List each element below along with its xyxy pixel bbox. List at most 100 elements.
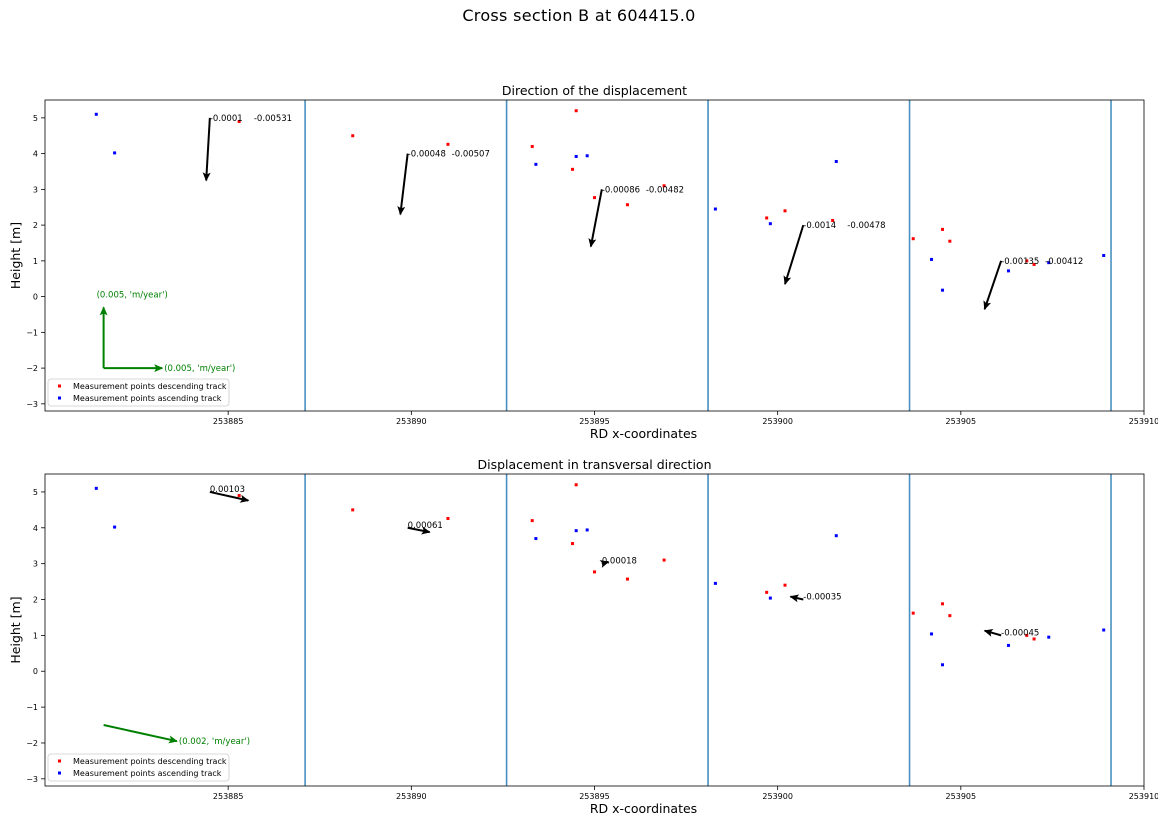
displacement-arrow <box>588 189 603 248</box>
displacement-arrow <box>397 153 409 216</box>
descending-point <box>662 184 666 188</box>
y-tick-label: −3 <box>26 400 38 409</box>
x-axis-label: RD x-coordinates <box>590 426 697 441</box>
descending-point <box>911 237 915 241</box>
x-tick-label: 253885 <box>213 792 244 801</box>
ascending-point <box>585 154 589 158</box>
y-tick-label: 1 <box>33 631 38 640</box>
y-tick-label: 1 <box>33 257 38 266</box>
figure-title: Cross section B at 604415.0 <box>462 6 696 25</box>
descending-point <box>593 570 596 574</box>
descending-point <box>1032 637 1036 641</box>
ascending-point <box>113 525 117 529</box>
panel-title: Direction of the displacement <box>502 83 687 98</box>
ascending-point <box>768 596 772 600</box>
descending-point <box>1032 262 1036 266</box>
ascending-point <box>94 486 98 490</box>
descending-point <box>530 144 534 148</box>
y-axis-label: Height [m] <box>8 222 23 289</box>
ascending-point <box>574 529 578 533</box>
legend-marker <box>58 771 61 775</box>
descending-point <box>530 519 534 523</box>
legend-box <box>47 378 230 407</box>
descending-point <box>662 558 666 562</box>
arrow-label-horizontal: -0.00412 <box>1045 257 1083 267</box>
y-tick-label: 3 <box>33 560 38 569</box>
descending-point <box>783 209 787 213</box>
ascending-point <box>941 663 945 667</box>
ascending-point <box>534 537 538 541</box>
legend: Measurement points descending track Measu… <box>47 753 230 782</box>
x-tick-label: 253905 <box>946 417 977 426</box>
x-tick-label: 253900 <box>762 792 793 801</box>
descending-point <box>1025 259 1029 263</box>
y-tick-label: −2 <box>26 739 38 748</box>
descending-point <box>571 167 575 171</box>
legend-marker <box>58 396 61 400</box>
displacement-arrow <box>209 490 250 503</box>
y-tick-label: −1 <box>26 703 38 712</box>
scale-arrow <box>103 724 178 744</box>
legend-entry: Measurement points descending track <box>73 757 227 766</box>
displacement-arrow <box>789 594 804 603</box>
x-tick-label: 253905 <box>946 792 977 801</box>
y-tick-label: −3 <box>26 775 38 784</box>
y-tick-label: 2 <box>33 596 38 605</box>
arrow-label: 0.00061 <box>408 521 443 531</box>
descending-point <box>831 218 835 222</box>
arrow-label-vertical: -0.0001 <box>210 114 243 124</box>
displacement-arrow <box>983 629 1002 637</box>
descending-point <box>446 516 450 520</box>
y-tick-label: 5 <box>33 114 38 123</box>
legend-marker <box>58 384 61 388</box>
panel-title: Displacement in transversal direction <box>477 457 711 472</box>
ascending-point <box>930 257 934 261</box>
ascending-point <box>1006 643 1010 647</box>
y-tick-label: 5 <box>33 488 38 497</box>
arrow-label-vertical: -0.00135 <box>1001 257 1039 267</box>
ascending-point <box>585 528 589 532</box>
arrow-label: 0.00103 <box>210 485 245 495</box>
y-tick-label: 2 <box>33 221 38 230</box>
descending-point <box>574 483 578 487</box>
x-tick-label: 253910 <box>1129 792 1158 801</box>
ascending-point <box>768 222 772 226</box>
x-tick-label: 253895 <box>579 792 610 801</box>
arrow-label-horizontal: -0.00482 <box>646 185 684 195</box>
arrow-label-horizontal: -0.00531 <box>254 114 292 124</box>
displacement-arrow <box>599 560 610 568</box>
scale-arrow-label: (0.005, 'm/year') <box>97 290 168 300</box>
ascending-point <box>534 162 538 166</box>
descending-point <box>948 614 952 618</box>
descending-point <box>911 611 915 615</box>
descending-point <box>765 216 769 220</box>
y-tick-label: −1 <box>26 328 38 337</box>
ascending-point <box>113 151 117 155</box>
ascending-point <box>1047 261 1051 265</box>
ascending-point <box>930 632 934 636</box>
descending-point <box>941 227 945 231</box>
x-tick-label: 253885 <box>213 417 244 426</box>
descending-point <box>765 590 769 594</box>
ascending-point <box>834 534 838 538</box>
descending-point <box>948 239 952 243</box>
ascending-point <box>1102 628 1106 632</box>
arrow-label: -0.00035 <box>803 593 841 603</box>
legend-entry: Measurement points descending track <box>73 382 227 391</box>
descending-point <box>625 203 629 207</box>
ascending-point <box>713 207 717 211</box>
scale-arrow-label: (0.005, 'm/year') <box>164 364 235 374</box>
ascending-point <box>834 159 838 163</box>
arrow-label-vertical: -0.0014 <box>803 221 836 231</box>
legend-entry: Measurement points ascending track <box>73 394 222 403</box>
ascending-point <box>1102 254 1106 257</box>
y-tick-label: 0 <box>33 293 38 302</box>
descending-point <box>351 134 355 138</box>
y-tick-label: 0 <box>33 667 38 676</box>
descending-point <box>571 542 575 546</box>
legend-marker <box>58 759 61 763</box>
arrow-label: 0.00018 <box>602 557 637 567</box>
ascending-point <box>1047 635 1051 639</box>
ascending-point <box>713 581 717 585</box>
